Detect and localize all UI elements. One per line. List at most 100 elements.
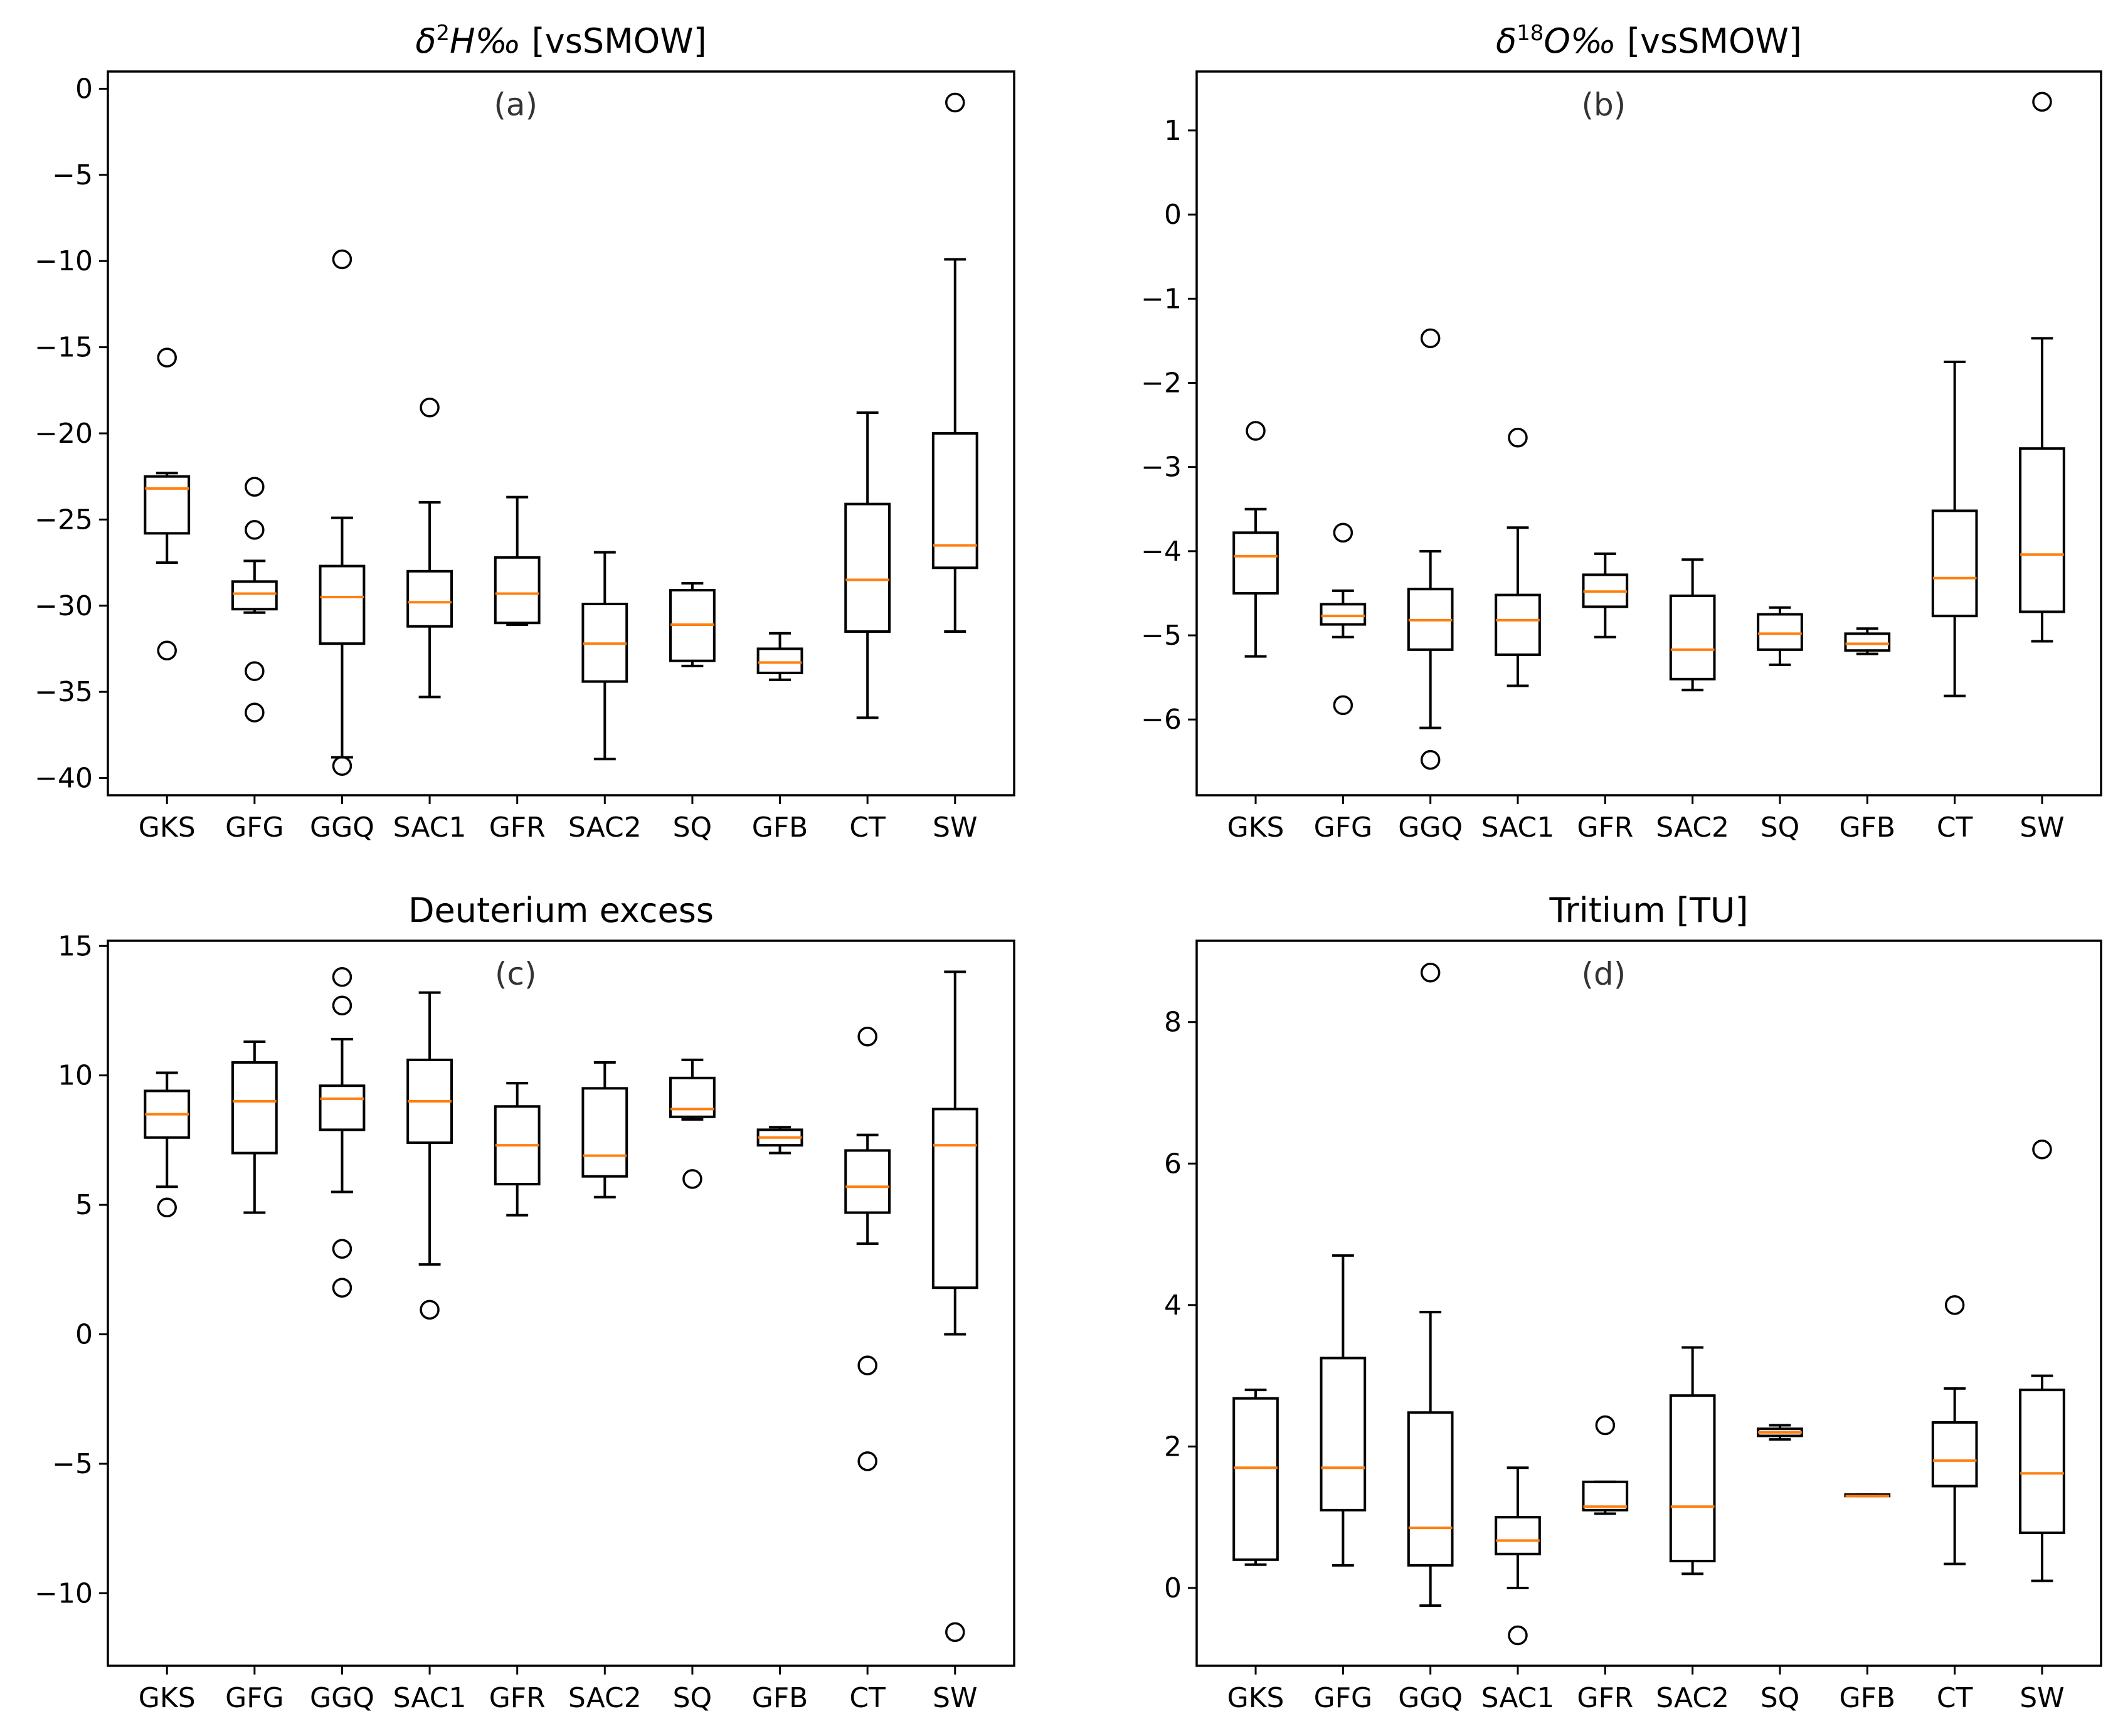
- panel-b-ytick-label: −5: [1141, 620, 1182, 652]
- panel-a-box-gfr: [494, 495, 541, 626]
- iqr-box: [319, 564, 366, 645]
- panel-b-label: (b): [1582, 87, 1626, 123]
- panel-a-box-sac1: [406, 398, 453, 699]
- panel-c-box-sac2: [581, 1061, 628, 1199]
- outlier-point: [945, 92, 965, 113]
- outlier-point: [682, 1169, 702, 1189]
- panel-d-xtick-label: GFR: [1577, 1682, 1633, 1714]
- panel-b-ytick-label: −2: [1141, 367, 1182, 399]
- panel-c-box-sac1: [406, 991, 453, 1320]
- panel-b-ytick-label: −6: [1141, 704, 1182, 736]
- panel-c-xtick-label: SAC2: [568, 1682, 642, 1714]
- iqr-box: [231, 580, 278, 611]
- outlier-point: [245, 477, 265, 497]
- panel-d-label: (d): [1582, 956, 1626, 992]
- panel-c-xtick-label: GFR: [489, 1682, 546, 1714]
- panel-c-xtick-label: SAC1: [393, 1682, 467, 1714]
- panel-c-ytick-label: −10: [34, 1577, 93, 1609]
- panel-d-xtick-label: SAC1: [1481, 1682, 1555, 1714]
- panel-a-box-gks: [144, 347, 191, 660]
- panel-d-title: Tritium [TU]: [1549, 891, 1748, 930]
- panel-a-title: δ2H‰ [vsSMOW]: [415, 21, 706, 61]
- outlier-point: [1420, 749, 1441, 770]
- panel-c-xtick-label: SW: [933, 1682, 977, 1714]
- panel-a-ytick-label: −20: [34, 418, 93, 450]
- panel-c-xtick-label: GKS: [139, 1682, 196, 1714]
- panel-a-ytick-label: −30: [34, 590, 93, 622]
- outlier-point: [1333, 695, 1353, 716]
- panel-a-box-sac2: [581, 551, 628, 761]
- panel-d-xtick-label: GGQ: [1398, 1682, 1463, 1714]
- iqr-box: [1582, 1480, 1629, 1511]
- panel-c: Deuterium excess (c) 15 10 5 0 −5 −10 GKS GFG GGQ S…: [34, 891, 1015, 1714]
- panel-b-box-gfr: [1582, 552, 1629, 638]
- panel-a-xtick-label: SAC1: [393, 812, 467, 844]
- panel-b-axes-frame: [1195, 70, 2102, 797]
- panel-a-box-ggq: [319, 249, 366, 776]
- panel-d: Tritium [TU] (d) 8 6 4 2 0 GKS GFG GGQ SAC1 GFR SAC2…: [1164, 891, 2102, 1714]
- iqr-box: [1844, 632, 1891, 652]
- panel-d-box-sac2: [1669, 1346, 1716, 1575]
- panel-d-ytick-label: 4: [1164, 1289, 1182, 1321]
- iqr-box: [319, 1084, 366, 1131]
- panel-a-label: (a): [494, 87, 537, 123]
- panel-c-xtick-label: SQ: [673, 1682, 712, 1714]
- panel-c-box-gks: [144, 1071, 191, 1217]
- panel-c-title: Deuterium excess: [408, 891, 714, 930]
- iqr-box: [756, 647, 803, 674]
- panel-c-box-ct: [844, 1027, 891, 1471]
- panel-d-xtick-label: SAC2: [1656, 1682, 1729, 1714]
- panel-d-box-sw: [2019, 1139, 2065, 1582]
- panel-b-xtick-label: CT: [1937, 812, 1973, 844]
- outlier-point: [1333, 522, 1353, 543]
- iqr-box: [1407, 1411, 1454, 1567]
- panel-d-xtick-label: SW: [2020, 1682, 2064, 1714]
- panel-d-xtick-label: GKS: [1227, 1682, 1284, 1714]
- panel-b-title: δ18O‰ [vsSMOW]: [1496, 21, 1802, 61]
- outlier-point: [2032, 92, 2052, 112]
- iqr-box: [931, 1108, 978, 1289]
- panel-c-box-ggq: [319, 967, 366, 1298]
- panel-a-xtick-label: SAC2: [568, 812, 642, 844]
- panel-d-xtick-label: GFG: [1314, 1682, 1373, 1714]
- outlier-point: [157, 1197, 177, 1217]
- panel-b-xtick-label: GKS: [1227, 812, 1284, 844]
- panel-a-ytick-label: 0: [75, 73, 93, 105]
- outlier-point: [332, 756, 352, 776]
- panel-d-ytick-label: 2: [1164, 1431, 1182, 1463]
- panel-a-box-gfb: [756, 632, 803, 681]
- iqr-box: [1320, 1357, 1367, 1511]
- panel-a-ytick-label: −15: [34, 332, 93, 364]
- iqr-box: [144, 475, 191, 535]
- outlier-point: [857, 1355, 877, 1375]
- panel-b: δ18O‰ [vsSMOW] (b) 1 0 −1 −2 −3 −4 −5 −6 GKS GFG GGQ…: [1141, 21, 2102, 844]
- panel-d-ytick-label: 0: [1164, 1572, 1182, 1604]
- panel-b-box-sq: [1757, 606, 1803, 667]
- panel-a-xtick-label: GGQ: [310, 812, 374, 844]
- panel-a-ytick-label: −35: [34, 676, 93, 708]
- outlier-point: [245, 702, 265, 722]
- panel-c-ytick-label: 0: [75, 1319, 93, 1351]
- panel-b-xtick-label: SAC1: [1481, 812, 1555, 844]
- iqr-box: [1931, 1421, 1978, 1488]
- iqr-box: [1232, 1397, 1279, 1561]
- panel-d-ytick-label: 8: [1164, 1007, 1182, 1039]
- outlier-point: [245, 661, 265, 681]
- panel-d-box-ct: [1931, 1295, 1978, 1565]
- panel-d-box-gfr: [1582, 1415, 1629, 1515]
- panel-b-xtick-label: GGQ: [1398, 812, 1463, 844]
- panel-c-xtick-label: CT: [849, 1682, 886, 1714]
- panel-a-box-gfg: [231, 477, 278, 722]
- outlier-point: [945, 1622, 965, 1643]
- panel-c-box-gfr: [494, 1082, 541, 1217]
- panel-c-box-gfg: [231, 1040, 278, 1214]
- panel-c-axes-frame: [107, 939, 1015, 1667]
- panel-a-box-sw: [931, 92, 978, 633]
- panel-d-xtick-label: GFB: [1840, 1682, 1896, 1714]
- panel-b-xtick-label: SW: [2020, 812, 2064, 844]
- panel-a-ytick-label: −40: [34, 763, 93, 795]
- iqr-box: [844, 1149, 891, 1214]
- panel-b-box-gfg: [1320, 522, 1367, 716]
- iqr-box: [1757, 613, 1803, 651]
